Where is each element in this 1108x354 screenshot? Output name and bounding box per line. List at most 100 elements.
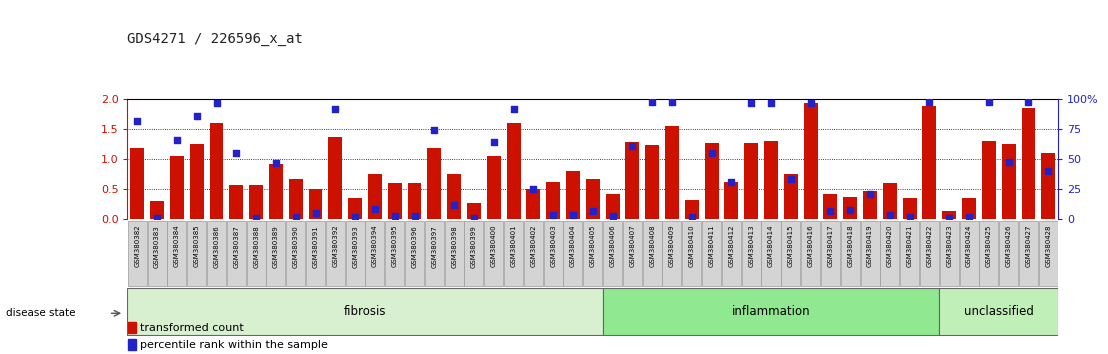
FancyBboxPatch shape: [306, 221, 325, 286]
Point: [207, 100, 225, 105]
Text: transformed count: transformed count: [140, 323, 244, 333]
Text: GSM380396: GSM380396: [411, 225, 418, 268]
Point: [1019, 99, 1037, 104]
Bar: [189, 144, 204, 219]
Bar: [665, 126, 679, 219]
Bar: [229, 185, 244, 219]
Text: GSM380424: GSM380424: [966, 225, 972, 267]
Bar: [249, 185, 263, 219]
Bar: [903, 198, 916, 219]
FancyBboxPatch shape: [583, 221, 603, 286]
Text: GSM380411: GSM380411: [709, 225, 715, 268]
Text: GSM380420: GSM380420: [886, 225, 893, 267]
FancyBboxPatch shape: [406, 221, 424, 286]
Bar: [468, 203, 481, 219]
Text: GSM380426: GSM380426: [1006, 225, 1012, 267]
Text: GSM380404: GSM380404: [570, 225, 576, 267]
Bar: [448, 175, 461, 219]
Text: unclassified: unclassified: [964, 305, 1034, 318]
Text: GSM380385: GSM380385: [194, 225, 199, 268]
Text: GSM380393: GSM380393: [352, 225, 358, 268]
Bar: [131, 148, 144, 219]
Text: GSM380425: GSM380425: [986, 225, 992, 267]
FancyBboxPatch shape: [227, 221, 246, 286]
Text: GSM380388: GSM380388: [253, 225, 259, 268]
Point: [584, 208, 602, 214]
Point: [782, 176, 800, 181]
Bar: [705, 143, 718, 219]
Text: GSM380394: GSM380394: [372, 225, 378, 268]
FancyBboxPatch shape: [761, 221, 780, 286]
Text: GSM380410: GSM380410: [689, 225, 695, 268]
FancyBboxPatch shape: [564, 221, 583, 286]
Text: inflammation: inflammation: [731, 305, 810, 318]
FancyBboxPatch shape: [127, 221, 147, 286]
Text: GSM380399: GSM380399: [471, 225, 476, 268]
Text: GSM380416: GSM380416: [808, 225, 813, 268]
Point: [881, 212, 899, 217]
Point: [742, 100, 760, 105]
Point: [841, 207, 859, 213]
Point: [227, 150, 245, 156]
Bar: [942, 211, 956, 219]
Point: [287, 214, 305, 220]
FancyBboxPatch shape: [940, 221, 958, 286]
Text: GSM380405: GSM380405: [589, 225, 596, 267]
Bar: [309, 189, 322, 219]
Text: GSM380413: GSM380413: [748, 225, 755, 268]
Text: GSM380414: GSM380414: [768, 225, 774, 267]
FancyBboxPatch shape: [881, 221, 900, 286]
Point: [366, 206, 383, 211]
Point: [406, 213, 423, 219]
Bar: [368, 175, 382, 219]
FancyBboxPatch shape: [1019, 221, 1038, 286]
Text: GSM380402: GSM380402: [531, 225, 536, 267]
Point: [347, 214, 365, 220]
FancyBboxPatch shape: [326, 221, 345, 286]
Bar: [586, 178, 599, 219]
Bar: [348, 198, 362, 219]
Point: [148, 216, 166, 221]
Point: [524, 187, 542, 192]
FancyBboxPatch shape: [187, 221, 206, 286]
Text: GSM380407: GSM380407: [629, 225, 635, 268]
Text: GSM380403: GSM380403: [551, 225, 556, 268]
Bar: [783, 175, 798, 219]
FancyBboxPatch shape: [266, 221, 286, 286]
Text: GSM380386: GSM380386: [214, 225, 219, 268]
Point: [505, 106, 523, 112]
FancyBboxPatch shape: [821, 221, 840, 286]
Bar: [269, 164, 283, 219]
Point: [999, 159, 1017, 165]
Point: [1039, 169, 1057, 174]
Bar: [962, 198, 976, 219]
FancyBboxPatch shape: [1038, 221, 1058, 286]
Bar: [803, 103, 818, 219]
FancyBboxPatch shape: [603, 221, 622, 286]
FancyBboxPatch shape: [286, 221, 305, 286]
Bar: [129, 322, 136, 333]
Point: [861, 192, 879, 197]
Bar: [883, 183, 896, 219]
Point: [604, 213, 622, 219]
FancyBboxPatch shape: [484, 221, 503, 286]
Text: GSM380398: GSM380398: [451, 225, 458, 268]
FancyBboxPatch shape: [623, 221, 642, 286]
Text: GSM380401: GSM380401: [511, 225, 516, 268]
Point: [683, 214, 700, 220]
FancyBboxPatch shape: [424, 221, 444, 286]
Bar: [209, 123, 224, 219]
Point: [921, 99, 938, 104]
Text: GSM380419: GSM380419: [868, 225, 873, 268]
Point: [465, 216, 483, 221]
Point: [624, 143, 642, 149]
Point: [327, 106, 345, 112]
Bar: [170, 156, 184, 219]
FancyBboxPatch shape: [603, 288, 940, 335]
Text: GSM380415: GSM380415: [788, 225, 793, 267]
Text: GSM380387: GSM380387: [234, 225, 239, 268]
Bar: [408, 183, 421, 219]
Bar: [606, 194, 619, 219]
Bar: [289, 179, 302, 219]
FancyBboxPatch shape: [683, 221, 701, 286]
